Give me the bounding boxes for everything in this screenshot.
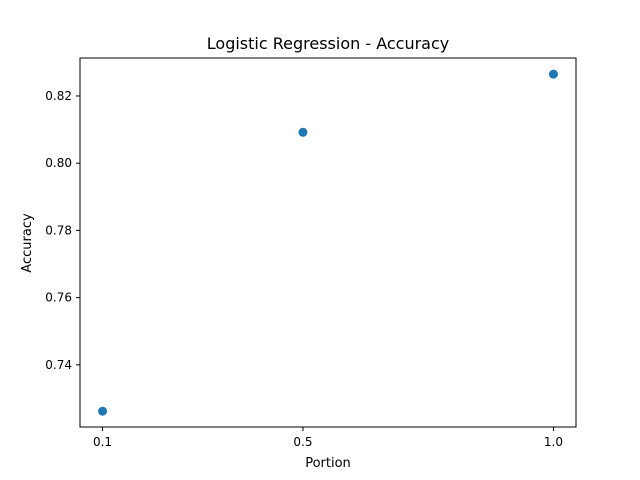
y-tick-label: 0.80 [45,156,72,170]
x-tick-label: 0.1 [93,435,112,449]
y-axis-label: Accuracy [20,213,35,273]
chart-title: Logistic Regression - Accuracy [207,34,449,53]
x-axis-label: Portion [305,456,351,471]
y-axis: 0.74 0.76 0.78 0.80 0.82 [45,89,80,372]
data-point [298,127,308,137]
x-tick-label: 1.0 [544,435,563,449]
data-point [548,69,558,79]
x-axis: 0.1 0.5 1.0 [93,427,563,449]
x-tick-label: 0.5 [293,435,312,449]
plot-area-frame [79,57,577,428]
y-tick-label: 0.78 [45,223,72,237]
y-tick-label: 0.82 [45,89,72,103]
data-point [98,406,108,416]
y-tick-label: 0.74 [45,358,72,372]
y-tick-label: 0.76 [45,291,72,305]
data-points [98,69,558,416]
